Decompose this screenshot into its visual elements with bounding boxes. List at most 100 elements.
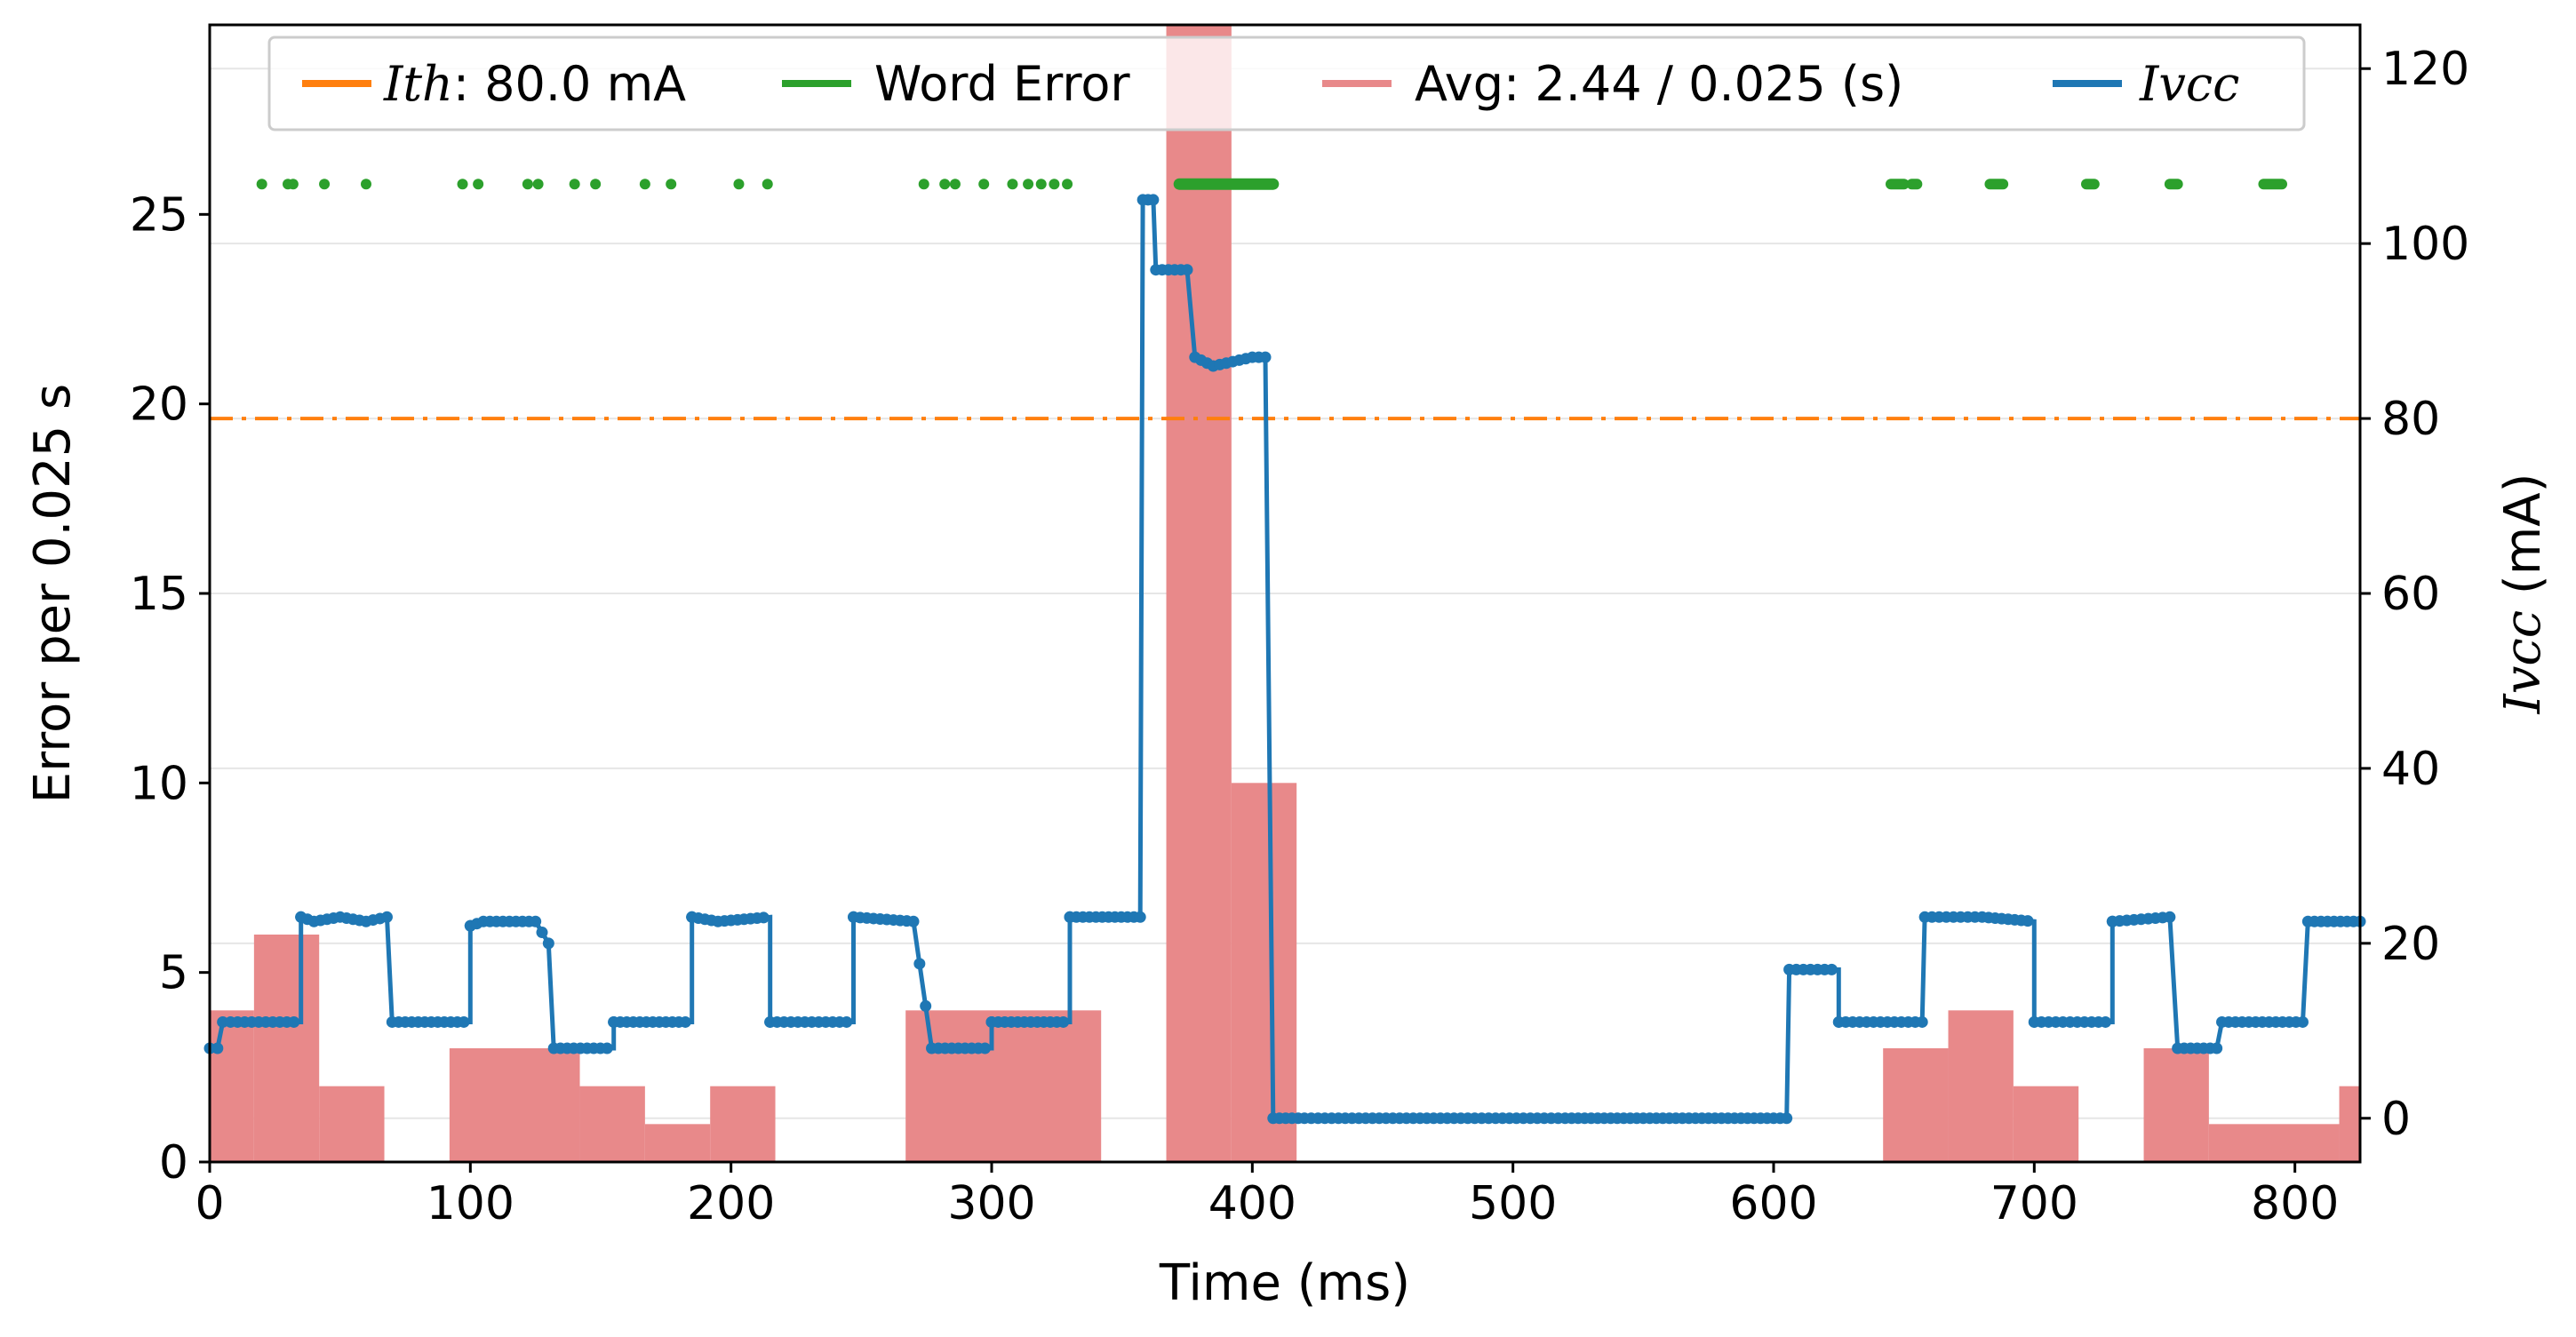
y-right-tick-label: 80: [2381, 393, 2440, 446]
ivcc-point: [458, 1015, 470, 1028]
avg-bar: [1231, 783, 1297, 1162]
y-left-tick-label: 5: [159, 947, 188, 1000]
x-tick-label: 300: [947, 1177, 1035, 1230]
avg-bar: [1948, 1010, 2014, 1162]
x-axis-title: Time (ms): [1159, 1254, 1410, 1312]
word-error-point: [319, 179, 331, 190]
avg-bar: [579, 1086, 645, 1162]
avg-bars: [210, 25, 2360, 1162]
y-right-tick-label: 120: [2381, 43, 2469, 96]
avg-bar: [710, 1086, 776, 1162]
avg-bar: [210, 1010, 254, 1162]
word-error-point: [1035, 179, 1047, 190]
avg-bar: [2208, 1124, 2340, 1162]
y-right-tick-label: 40: [2381, 743, 2440, 796]
y-left-tick-label: 10: [130, 757, 188, 810]
x-tick-label: 0: [195, 1177, 224, 1230]
ivcc-point: [542, 937, 554, 950]
x-tick-label: 200: [687, 1177, 775, 1230]
word-error-point: [457, 179, 468, 190]
y-right-axis-symbol: Ivcc: [2494, 610, 2552, 714]
ivcc-point: [2100, 1015, 2112, 1028]
ivcc-point: [530, 915, 542, 927]
word-error-point: [639, 179, 650, 190]
word-error-point: [949, 179, 961, 190]
avg-bar: [905, 1010, 1102, 1162]
ivcc-point: [979, 1042, 992, 1054]
word-error-point: [569, 179, 580, 190]
ivcc-point: [288, 1015, 300, 1028]
avg-bar: [644, 1124, 711, 1162]
ivcc-point: [1147, 194, 1160, 206]
ivcc-point: [1134, 911, 1146, 923]
word-error-point: [1023, 179, 1034, 190]
x-tick-label: 700: [1990, 1177, 2078, 1230]
legend-label-avg: Avg: 2.44 / 0.025 (s): [1415, 56, 1903, 112]
avg-bar: [319, 1086, 385, 1162]
word-error-point: [361, 179, 371, 190]
legend-threshold-symbol: Ith: [383, 56, 453, 112]
y-left-axis-title: Error per 0.025 s: [24, 384, 82, 803]
avg-bar: [1883, 1048, 1949, 1162]
x-tick-label: 400: [1208, 1177, 1296, 1230]
ivcc-point: [2164, 911, 2176, 923]
y-right-axis-unit: (mA): [2494, 474, 2552, 610]
y-right-tick-label: 60: [2381, 568, 2440, 621]
axis-ticks: 0 100 200 300 400 500 600 700 800 0 5 10 15 20 25 0 20 40…: [130, 43, 2469, 1230]
ivcc-point: [2022, 915, 2034, 927]
word-error-point: [522, 179, 533, 190]
x-tick-label: 800: [2251, 1177, 2339, 1230]
word-error-points: [256, 178, 2287, 190]
y-right-axis-title: Ivcc (mA): [2494, 474, 2552, 715]
word-error-point: [1049, 179, 1060, 190]
legend-label-threshold: Ith: 80.0 mA: [383, 56, 686, 112]
ivcc-series: [203, 194, 2366, 1125]
y-right-tick-label: 0: [2381, 1093, 2411, 1146]
avg-bar: [1166, 25, 1232, 1162]
word-error-point: [939, 179, 951, 190]
legend-box: [267, 36, 2306, 131]
avg-bar: [449, 1048, 580, 1162]
ivcc-point: [1181, 264, 1193, 276]
ivcc-point: [920, 999, 932, 1012]
avg-bar: [253, 935, 320, 1162]
word-error-point: [1062, 179, 1073, 190]
ivcc-point: [536, 927, 548, 939]
ivcc-point: [380, 911, 393, 923]
legend: Ith: 80.0 mA Word Error Avg: 2.44 / 0.02…: [267, 36, 2306, 131]
ivcc-point: [757, 911, 770, 924]
word-error-point: [256, 179, 267, 190]
legend-label-word-error: Word Error: [874, 56, 1130, 112]
y-left-tick-label: 20: [130, 378, 188, 432]
word-error-point: [1007, 179, 1018, 190]
ivcc-point: [1781, 1112, 1793, 1125]
word-error-point: [287, 179, 299, 190]
y-left-tick-label: 15: [130, 568, 188, 621]
avg-bar: [2013, 1086, 2079, 1162]
ivcc-point: [913, 958, 926, 970]
ivcc-point: [1825, 963, 1838, 975]
ivcc-point: [2211, 1042, 2223, 1054]
word-error-point: [532, 179, 544, 190]
word-error-point: [762, 179, 773, 190]
y-left-tick-label: 0: [159, 1136, 188, 1190]
y-right-tick-label: 100: [2381, 218, 2469, 271]
avg-bar: [2143, 1048, 2209, 1162]
ivcc-point: [1057, 1015, 1070, 1028]
word-error-point: [918, 179, 929, 190]
x-tick-label: 500: [1469, 1177, 1557, 1230]
word-error-point: [733, 179, 745, 190]
ivcc-point: [841, 1015, 853, 1028]
ivcc-point: [2296, 1015, 2309, 1028]
word-error-point: [590, 179, 602, 190]
ivcc-point: [907, 915, 920, 927]
x-tick-label: 100: [427, 1177, 514, 1230]
ivcc-point: [1916, 1015, 1928, 1028]
avg-bar: [2339, 1086, 2360, 1162]
word-error-point: [978, 179, 990, 190]
ivcc-point: [211, 1042, 224, 1054]
x-tick-label: 600: [1729, 1177, 1817, 1230]
ivcc-point: [601, 1042, 613, 1054]
y-right-tick-label: 20: [2381, 918, 2440, 971]
